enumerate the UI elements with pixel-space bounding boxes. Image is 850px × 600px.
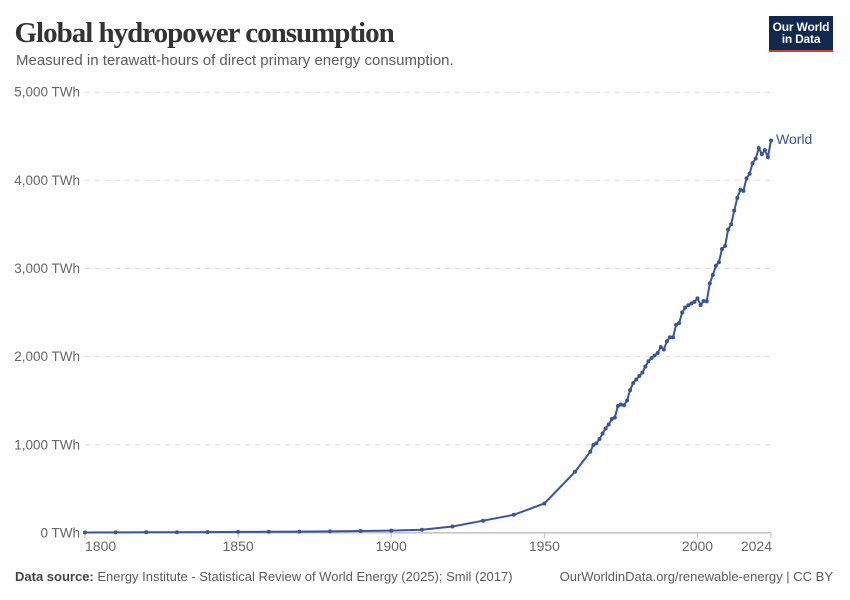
svg-text:0 TWh: 0 TWh [40, 525, 80, 540]
svg-text:2000: 2000 [682, 538, 713, 554]
svg-text:3,000 TWh: 3,000 TWh [14, 261, 80, 276]
svg-text:2024: 2024 [741, 538, 772, 554]
svg-text:2,000 TWh: 2,000 TWh [14, 349, 80, 364]
svg-text:1900: 1900 [376, 538, 407, 554]
svg-text:1,000 TWh: 1,000 TWh [14, 437, 80, 452]
svg-text:1800: 1800 [85, 538, 116, 554]
svg-text:5,000 TWh: 5,000 TWh [14, 85, 80, 100]
svg-text:1950: 1950 [529, 538, 560, 554]
svg-text:World: World [776, 131, 812, 147]
svg-text:1850: 1850 [223, 538, 254, 554]
svg-text:4,000 TWh: 4,000 TWh [14, 173, 80, 188]
